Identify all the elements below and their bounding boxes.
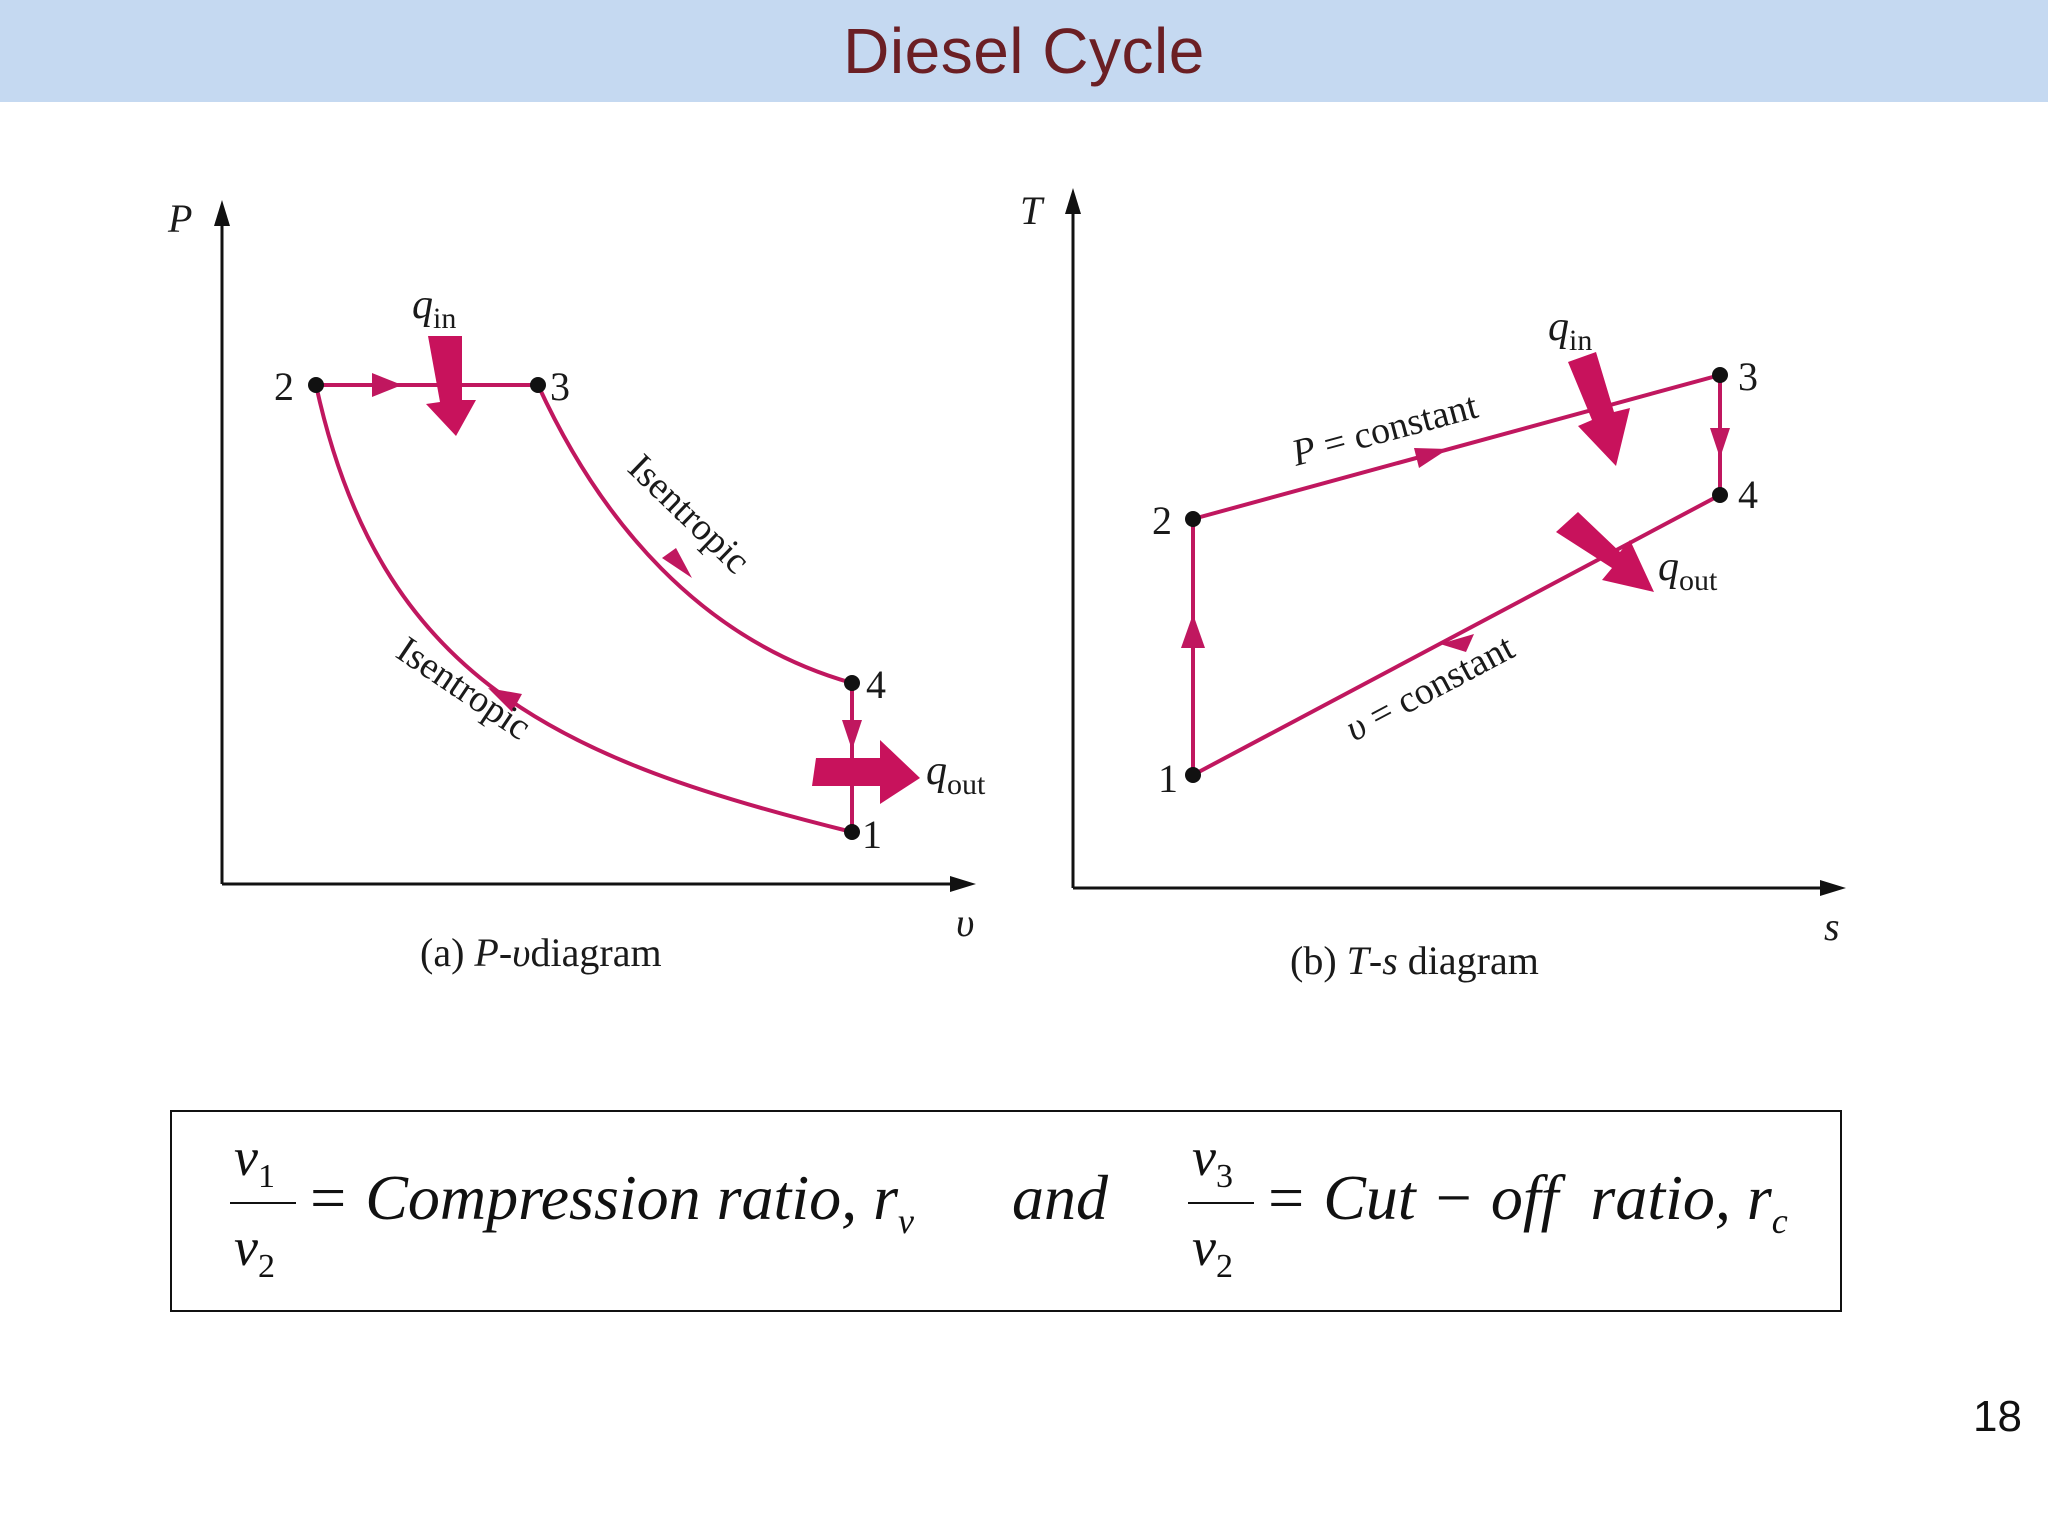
pv-y-axis-label: P [167,196,192,241]
pv-heat-in-arrow [426,336,476,436]
slide-title: Diesel Cycle [843,15,1205,87]
ts-state-point [1185,511,1201,527]
pv-point-label: 3 [550,364,570,409]
ts-point-label: 4 [1738,472,1758,517]
pv-state-point [844,824,860,840]
pv-process-3-4 [536,384,853,685]
ts-heat-in-arrow [1568,352,1630,466]
compression-ratio-numerator: v1 [234,1127,275,1195]
ts-label-constant-pressure: P = constant [1286,385,1482,475]
ts-direction-arrow-1-2 [1181,614,1205,648]
ts-state-point [1185,767,1201,783]
ts-heat-in-label: qin [1548,304,1592,357]
pv-x-axis-label: υ [956,900,974,945]
cutoff-ratio-fraction-bar [1188,1202,1254,1204]
ts-direction-arrow-2-3 [1414,448,1448,468]
pv-diagram: P υ 2 3 4 1 Isentropic Isentropic qin [167,196,986,975]
ts-state-point [1712,367,1728,383]
compression-ratio-text: = Compression ratio, rv [306,1162,914,1241]
pv-direction-arrow-1-2 [488,688,522,712]
pv-heat-out-label: qout [926,748,986,801]
ts-direction-arrow-4-1 [1440,634,1474,652]
formula-box: v1 v2 = Compression ratio, rv and v3 v2 … [170,1110,1842,1312]
ts-heat-out-arrow [1556,512,1654,592]
ts-x-axis-arrowhead [1820,880,1846,896]
title-bar: Diesel Cycle [0,0,2048,102]
ts-direction-arrow-3-4 [1710,428,1730,458]
pv-y-axis-arrowhead [214,200,230,226]
formula-connector: and [1012,1162,1108,1233]
compression-ratio-denominator: v2 [234,1217,275,1285]
cutoff-ratio-denominator: v2 [1192,1217,1233,1285]
ts-point-label: 2 [1152,498,1172,543]
cutoff-ratio-text: = Cut − off ratio, rc [1264,1162,1788,1241]
pv-state-point [530,377,546,393]
pv-heat-in-label: qin [412,282,456,335]
pv-direction-arrow-3-4 [662,548,692,578]
pv-direction-arrow-4-1 [842,720,862,750]
ts-x-axis-label: s [1824,904,1840,949]
ts-diagram: T s 1 2 3 4 P = constant υ = constant q [1020,188,1846,983]
page-number: 18 [1973,1392,2022,1441]
ts-process-2-3 [1192,373,1721,521]
pv-point-label: 2 [274,364,294,409]
compression-ratio-fraction-bar [230,1202,296,1204]
pv-caption: (a) P-υdiagram [420,930,662,975]
pv-state-point [308,377,324,393]
ts-state-point [1712,487,1728,503]
ts-y-axis-label: T [1020,188,1045,233]
pv-state-point [844,675,860,691]
pv-x-axis-arrowhead [950,876,976,892]
ts-caption: (b) T-s diagram [1290,938,1539,983]
ts-process-4-1 [1192,493,1721,777]
ts-heat-out-label: qout [1658,544,1718,597]
pv-direction-arrow-2-3 [372,373,402,397]
pv-heat-out-arrow [812,740,920,804]
cutoff-ratio-numerator: v3 [1192,1127,1233,1195]
pv-point-label: 1 [862,812,882,857]
pv-label-isentropic-compression: Isentropic [389,629,538,749]
ts-y-axis-arrowhead [1065,188,1081,214]
pv-point-label: 4 [866,662,886,707]
ts-point-label: 1 [1158,756,1178,801]
ts-point-label: 3 [1738,354,1758,399]
pv-process-1-2 [314,384,853,834]
pv-label-isentropic-expansion: Isentropic [620,446,758,582]
ts-label-constant-volume: υ = constant [1339,626,1522,750]
